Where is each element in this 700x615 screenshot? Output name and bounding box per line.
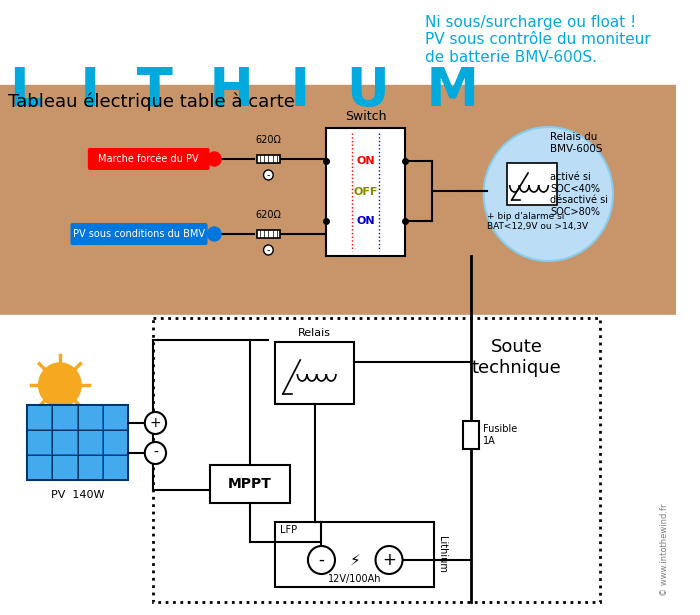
Bar — [53, 406, 77, 429]
Bar — [0, 0, 676, 85]
Text: © www.intothewind.fr: © www.intothewind.fr — [660, 504, 669, 597]
FancyBboxPatch shape — [88, 148, 209, 170]
Text: 620Ω: 620Ω — [256, 210, 281, 220]
Circle shape — [145, 412, 166, 434]
Bar — [326, 128, 405, 256]
Text: Ni sous/surcharge ou float !
PV sous contrôle du moniteur
de batterie BMV-600S.: Ni sous/surcharge ou float ! PV sous con… — [425, 15, 650, 65]
Bar — [53, 431, 77, 454]
Bar — [275, 522, 435, 587]
Text: -: - — [267, 245, 270, 255]
Text: LFP: LFP — [280, 525, 297, 535]
Text: Lithium: Lithium — [438, 536, 447, 573]
Bar — [275, 342, 354, 404]
Bar — [104, 406, 127, 429]
Bar — [28, 456, 51, 479]
Text: L  I  T  H  I  U  M: L I T H I U M — [10, 65, 479, 117]
Bar — [104, 431, 127, 454]
Text: MPPT: MPPT — [228, 477, 272, 491]
Bar — [463, 421, 479, 449]
Text: activé si
SOC<40%
désactivé si
SOC>80%: activé si SOC<40% désactivé si SOC>80% — [550, 172, 608, 217]
Text: Tableau électrique table à carte: Tableau électrique table à carte — [8, 92, 295, 111]
Bar — [78, 431, 102, 454]
Text: ⚡: ⚡ — [350, 552, 360, 568]
Text: ON: ON — [356, 216, 375, 226]
Text: + bip d'alarme si
BAT<12,9V ou >14,3V: + bip d'alarme si BAT<12,9V ou >14,3V — [486, 212, 588, 231]
Text: Relais: Relais — [298, 328, 331, 338]
Bar — [28, 431, 51, 454]
Text: Switch: Switch — [345, 110, 386, 123]
Text: -: - — [267, 170, 270, 180]
Circle shape — [484, 127, 613, 261]
Text: Soute
technique: Soute technique — [472, 338, 561, 377]
Circle shape — [145, 442, 166, 464]
Bar — [0, 85, 676, 315]
Text: +: + — [150, 416, 161, 430]
Text: Relais du
BMV-600S: Relais du BMV-600S — [550, 132, 603, 154]
Text: 620Ω: 620Ω — [256, 135, 281, 145]
Text: ON: ON — [356, 156, 375, 166]
Circle shape — [208, 227, 221, 241]
Bar — [53, 456, 77, 479]
Text: PV  140W: PV 140W — [51, 490, 104, 500]
Bar — [211, 465, 290, 503]
Bar — [507, 163, 557, 205]
Text: OFF: OFF — [354, 187, 378, 197]
Text: PV sous conditions du BMV: PV sous conditions du BMV — [73, 229, 205, 239]
Circle shape — [263, 170, 273, 180]
Bar — [104, 456, 127, 479]
Bar — [78, 456, 102, 479]
Circle shape — [38, 363, 81, 407]
Circle shape — [263, 245, 273, 255]
Bar — [257, 155, 280, 163]
Text: +: + — [382, 551, 396, 569]
Text: 12V/100Ah: 12V/100Ah — [328, 574, 382, 584]
Bar — [153, 318, 601, 602]
Circle shape — [308, 546, 335, 574]
Bar — [27, 405, 128, 480]
Text: -: - — [318, 551, 324, 569]
FancyBboxPatch shape — [71, 223, 208, 245]
Text: Fusible
1A: Fusible 1A — [483, 424, 517, 446]
Bar — [78, 406, 102, 429]
Text: Marche forcée du PV: Marche forcée du PV — [99, 154, 199, 164]
Bar — [257, 230, 280, 238]
Circle shape — [208, 152, 221, 166]
Bar — [0, 315, 676, 615]
Circle shape — [375, 546, 402, 574]
Bar — [28, 406, 51, 429]
Text: -: - — [153, 446, 158, 460]
